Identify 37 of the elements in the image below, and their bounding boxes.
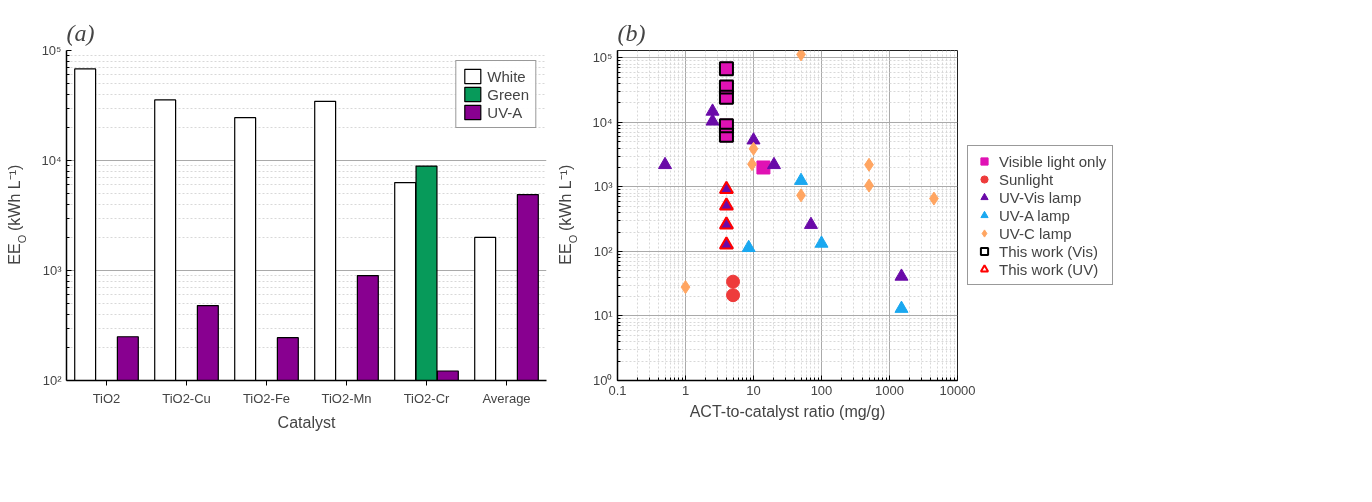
y-axis-title: EEO (kWh L⁻¹) (556, 164, 579, 265)
x-tick-label: TiO2-Fe (242, 390, 291, 406)
x-tick-label: TiO2-Cu (162, 390, 211, 406)
y-tick-label: 10³ (593, 179, 614, 195)
legend-label: UV-C lamp (999, 224, 1072, 242)
chart-title: (a) (66, 19, 95, 46)
y-tick-label: 10¹ (593, 308, 614, 324)
legend-label: Green (487, 85, 529, 103)
y-axis-title: EEO (kWh L⁻¹) (5, 164, 28, 265)
y-tick-label: 10³ (42, 263, 63, 278)
x-axis-title: ACT-to-catalyst ratio (mg/g) (689, 402, 886, 420)
x-tick-label: 1 (681, 382, 690, 398)
legend-label: This work (Vis) (999, 242, 1098, 260)
legend-label: UV-A (487, 103, 523, 121)
y-tick-label: 10⁵ (41, 43, 62, 58)
y-tick-label: 10² (42, 373, 63, 388)
legend-label: UV-A lamp (999, 206, 1070, 224)
x-tick-label: Average (482, 390, 531, 406)
x-tick-label: 100 (810, 382, 833, 398)
x-tick-label: TiO2 (92, 390, 121, 406)
y-tick-label: 10⁵ (592, 50, 613, 66)
x-axis-title: Catalyst (277, 413, 336, 431)
x-tick-label: 10 (746, 382, 761, 398)
x-tick-label: TiO2-Cr (403, 390, 451, 406)
legend-label: UV-Vis lamp (999, 188, 1082, 206)
y-tick-label: 10⁴ (592, 114, 613, 130)
legend-label: This work (UV) (999, 260, 1099, 278)
legend-label: White (487, 67, 526, 85)
chart-title: (b) (617, 19, 646, 46)
legend-label: Visible light only (999, 152, 1107, 170)
x-tick-label: TiO2-Mn (321, 390, 372, 406)
x-tick-label: 10000 (939, 382, 976, 398)
legend-label: Sunlight (999, 170, 1054, 188)
x-tick-label: 0.1 (608, 382, 627, 398)
x-tick-label: 1000 (875, 382, 904, 398)
y-tick-label: 10² (593, 243, 614, 259)
y-tick-label: 10⁴ (41, 153, 62, 168)
